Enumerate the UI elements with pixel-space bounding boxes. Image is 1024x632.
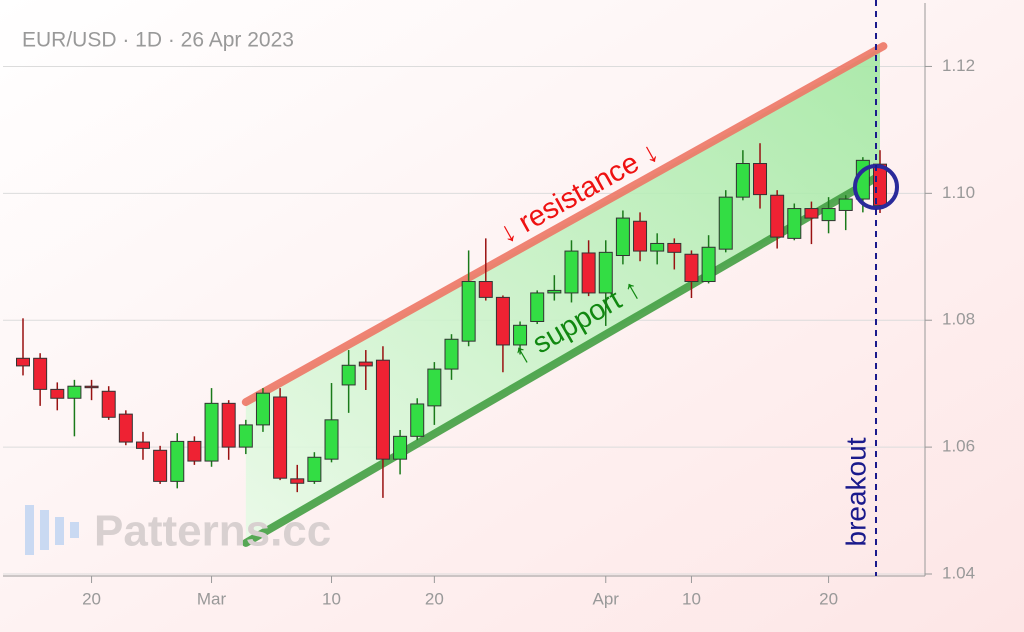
watermark: Patterns.cc xyxy=(94,507,331,556)
y-tick-label: 1.06 xyxy=(942,437,975,456)
x-tick-label: 10 xyxy=(682,589,701,608)
y-tick-label: 1.10 xyxy=(942,183,975,202)
x-tick-label: 10 xyxy=(322,589,341,608)
candle-body xyxy=(701,246,716,283)
candle-body xyxy=(290,478,305,484)
candle-body xyxy=(118,413,133,443)
y-tick-label: 1.12 xyxy=(942,56,975,75)
candle-body xyxy=(358,361,373,367)
candle-body xyxy=(718,196,733,250)
candle-body xyxy=(667,242,682,253)
candle-body xyxy=(444,338,459,370)
candle-body xyxy=(804,208,819,219)
x-tick-label: 20 xyxy=(425,589,444,608)
trendline xyxy=(241,42,888,407)
candle-body xyxy=(495,296,510,346)
candle-body xyxy=(204,402,219,462)
candle-body xyxy=(341,364,356,386)
candle-body xyxy=(821,208,836,222)
candle-body xyxy=(873,163,887,206)
candle-body xyxy=(530,292,545,322)
candle-body xyxy=(427,368,442,407)
candle-body xyxy=(33,357,48,390)
candle-body xyxy=(393,435,408,460)
candle-body xyxy=(478,281,493,298)
y-tick-label: 1.04 xyxy=(942,563,975,582)
candle-body xyxy=(238,424,253,448)
candle-body xyxy=(564,250,579,294)
candle-body xyxy=(135,441,150,449)
breakout-label: breakout xyxy=(840,437,871,546)
candle-body xyxy=(101,390,116,418)
watermark-icon xyxy=(25,505,79,555)
candle-body xyxy=(153,449,168,482)
chart-title: EUR/USD · 1D · 26 Apr 2023 xyxy=(22,29,294,52)
candle-body xyxy=(735,163,750,198)
candle-body xyxy=(16,357,30,367)
candle-body xyxy=(650,242,665,252)
candle-body xyxy=(187,440,202,462)
candle-body xyxy=(598,251,613,294)
candle-body xyxy=(375,359,390,460)
candle-body xyxy=(513,324,528,346)
candle-body xyxy=(633,220,648,252)
candle-body xyxy=(324,419,339,460)
channel-fill xyxy=(245,48,880,543)
y-tick-label: 1.08 xyxy=(942,310,975,329)
x-tick-label: 20 xyxy=(819,589,838,608)
candle-body xyxy=(787,208,802,239)
candle-body xyxy=(770,194,785,238)
candle-body xyxy=(753,163,768,196)
candle-body xyxy=(410,403,425,437)
candle-body xyxy=(547,289,562,294)
candle-body xyxy=(307,456,322,482)
candle-body xyxy=(838,198,853,211)
candle-body xyxy=(615,217,630,257)
candle-body xyxy=(84,385,99,389)
candle-body xyxy=(273,396,288,479)
candle-body xyxy=(170,440,185,482)
candle-body xyxy=(581,252,596,294)
candle-body xyxy=(67,385,82,399)
x-tick-label: Mar xyxy=(197,589,227,608)
candle-body xyxy=(221,402,236,448)
candle-body xyxy=(255,392,270,426)
x-tick-label: 20 xyxy=(82,589,101,608)
candle-body xyxy=(461,281,476,342)
x-tick-label: Apr xyxy=(593,589,620,608)
candle-body xyxy=(50,388,65,399)
candle-body xyxy=(684,253,699,283)
